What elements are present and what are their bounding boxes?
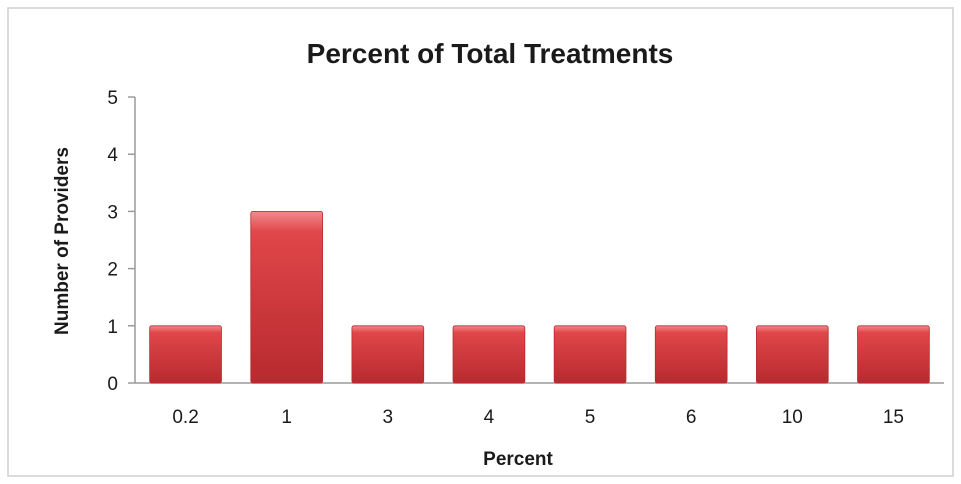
x-tick-label: 1 — [281, 407, 292, 428]
x-ticks: 0.2 1 3 4 5 6 10 15 — [172, 407, 904, 428]
x-tick-label: 15 — [883, 407, 904, 428]
y-tick-label: 4 — [107, 145, 118, 166]
y-tick-label: 5 — [107, 88, 118, 109]
y-axis-title: Number of Providers — [52, 147, 73, 335]
x-tick-label: 10 — [782, 407, 803, 428]
bar-3 — [351, 325, 425, 384]
x-tick-label: 0.2 — [172, 407, 198, 428]
bar-0.2 — [149, 325, 222, 384]
bar-15 — [857, 325, 930, 384]
x-tick-label: 5 — [585, 407, 596, 428]
y-ticks: 0 1 2 3 4 5 — [107, 88, 135, 395]
bar-4 — [452, 325, 526, 384]
y-tick-label: 2 — [107, 260, 118, 281]
bar-1 — [250, 210, 323, 384]
x-axis-title: Percent — [483, 449, 553, 470]
x-tick-label: 3 — [383, 407, 394, 428]
x-tick-label: 4 — [484, 407, 495, 428]
bar-5 — [553, 325, 627, 384]
chart-border — [7, 7, 954, 477]
y-tick-label: 0 — [107, 374, 118, 395]
chart-title: Percent of Total Treatments — [307, 38, 674, 69]
y-tick-label: 1 — [107, 317, 118, 338]
x-tick-label: 6 — [686, 407, 697, 428]
bars — [149, 210, 930, 384]
bar-10 — [756, 325, 829, 384]
y-tick-label: 3 — [107, 202, 118, 223]
bar-6 — [654, 325, 728, 384]
